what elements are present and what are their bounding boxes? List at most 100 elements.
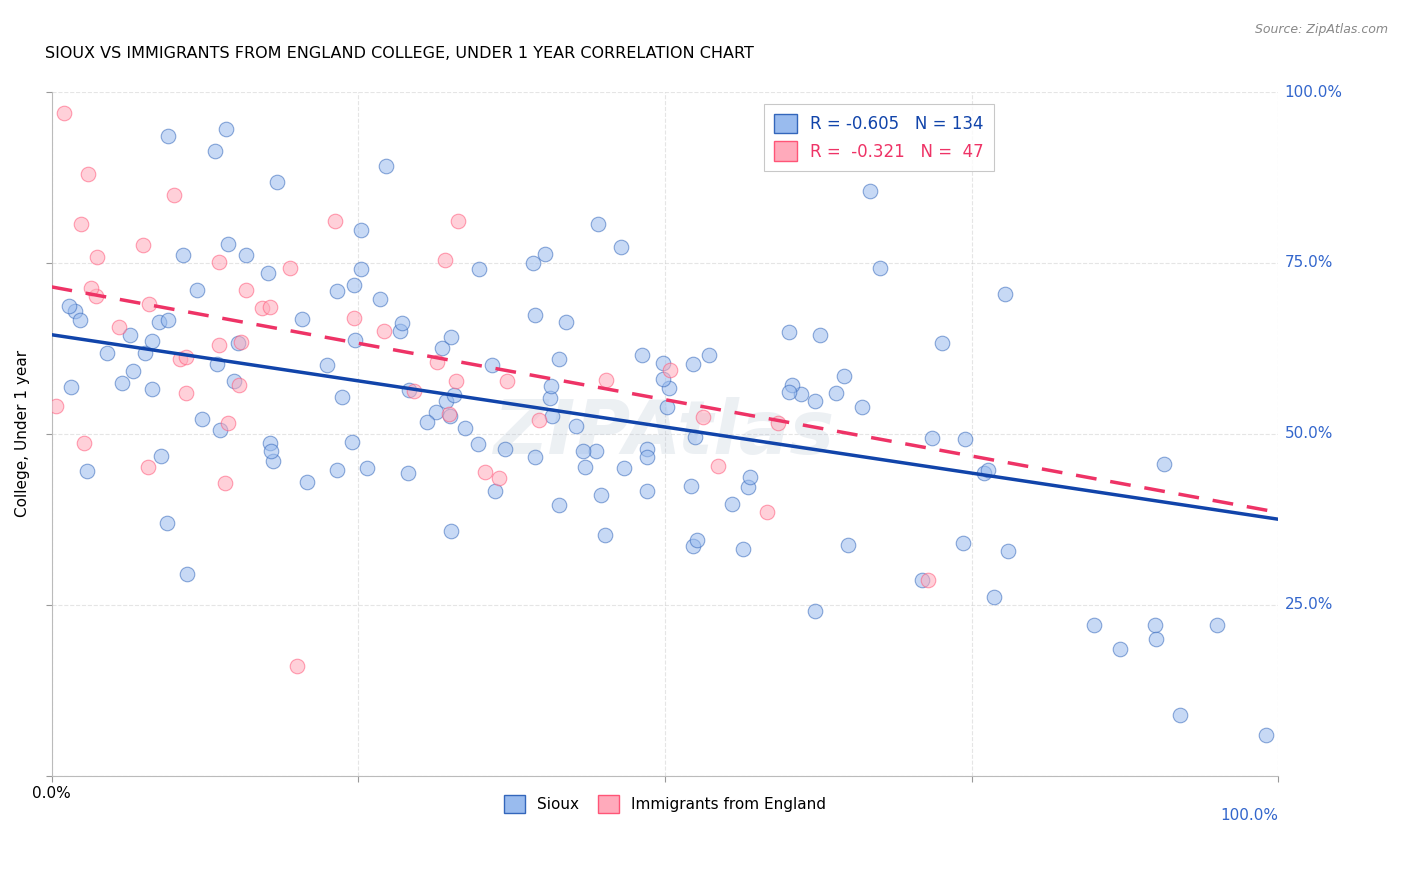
- Point: [70, 218, 93, 232]
- Point: [1083, 618, 1105, 632]
- Point: [697, 349, 720, 363]
- Point: [108, 320, 131, 334]
- Point: [398, 383, 420, 397]
- Point: [229, 334, 252, 349]
- Text: 50.0%: 50.0%: [1285, 426, 1333, 442]
- Text: Source: ZipAtlas.com: Source: ZipAtlas.com: [1254, 23, 1388, 37]
- Point: [60, 380, 83, 394]
- Point: [447, 214, 470, 228]
- Point: [163, 187, 186, 202]
- Point: [174, 385, 197, 400]
- Point: [149, 450, 172, 464]
- Point: [176, 350, 198, 364]
- Point: [683, 430, 706, 444]
- Point: [468, 262, 491, 277]
- Point: [96, 346, 118, 360]
- Point: [350, 223, 373, 237]
- Point: [755, 505, 778, 519]
- Point: [548, 352, 571, 367]
- Point: [484, 483, 506, 498]
- Point: [205, 357, 228, 371]
- Point: [994, 286, 1017, 301]
- Point: [523, 450, 546, 464]
- Point: [208, 255, 231, 269]
- Point: [538, 392, 561, 406]
- Point: [373, 324, 395, 338]
- Point: [77, 167, 100, 181]
- Point: [574, 460, 596, 475]
- Point: [63, 304, 86, 318]
- Point: [589, 488, 612, 502]
- Point: [343, 277, 366, 292]
- Point: [804, 604, 827, 618]
- Point: [636, 442, 658, 456]
- Point: [433, 253, 456, 268]
- Point: [495, 374, 517, 388]
- Point: [132, 238, 155, 252]
- Point: [804, 393, 827, 408]
- Point: [1168, 708, 1191, 723]
- Point: [172, 247, 194, 261]
- Point: [651, 372, 673, 386]
- Point: [169, 351, 191, 366]
- Point: [235, 248, 257, 262]
- Point: [136, 459, 159, 474]
- Point: [586, 217, 609, 231]
- Point: [156, 516, 179, 531]
- Point: [921, 431, 943, 445]
- Point: [86, 250, 108, 264]
- Point: [541, 409, 564, 423]
- Point: [824, 385, 846, 400]
- Point: [58, 299, 80, 313]
- Point: [443, 388, 465, 402]
- Point: [425, 405, 447, 419]
- Point: [215, 122, 238, 136]
- Point: [931, 336, 953, 351]
- Point: [682, 357, 704, 371]
- Point: [356, 460, 378, 475]
- Point: [325, 284, 347, 298]
- Point: [706, 458, 728, 473]
- Point: [262, 454, 284, 468]
- Point: [851, 400, 873, 414]
- Point: [156, 312, 179, 326]
- Point: [148, 315, 170, 329]
- Point: [344, 333, 367, 347]
- Y-axis label: College, Under 1 year: College, Under 1 year: [15, 351, 30, 517]
- Point: [259, 436, 281, 450]
- Point: [297, 475, 319, 489]
- Point: [973, 466, 995, 480]
- Point: [111, 376, 134, 391]
- Point: [315, 358, 337, 372]
- Point: [138, 297, 160, 311]
- Point: [76, 464, 98, 478]
- Point: [555, 315, 578, 329]
- Point: [467, 436, 489, 450]
- Point: [118, 327, 141, 342]
- Point: [375, 159, 398, 173]
- Point: [84, 289, 107, 303]
- Text: 25.0%: 25.0%: [1285, 597, 1333, 612]
- Point: [595, 373, 617, 387]
- Text: 100.0%: 100.0%: [1285, 85, 1343, 100]
- Point: [997, 544, 1019, 558]
- Point: [1206, 618, 1229, 632]
- Point: [285, 659, 308, 673]
- Point: [721, 497, 744, 511]
- Point: [69, 313, 91, 327]
- Point: [217, 416, 239, 430]
- Point: [235, 283, 257, 297]
- Text: 100.0%: 100.0%: [1220, 808, 1278, 823]
- Point: [214, 475, 236, 490]
- Point: [585, 444, 607, 458]
- Point: [593, 528, 616, 542]
- Point: [278, 261, 301, 276]
- Point: [488, 471, 510, 485]
- Point: [440, 524, 463, 538]
- Point: [808, 327, 831, 342]
- Point: [534, 247, 557, 261]
- Point: [257, 266, 280, 280]
- Text: 75.0%: 75.0%: [1285, 255, 1333, 270]
- Point: [859, 184, 882, 198]
- Point: [1254, 727, 1277, 741]
